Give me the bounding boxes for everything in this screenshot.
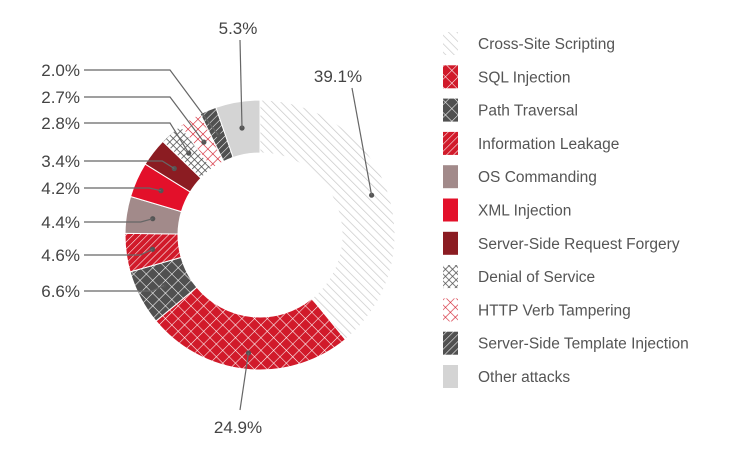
legend: Cross-Site Scripting SQL Injection Path Tr… xyxy=(443,32,689,388)
legend-swatch-xml-injection xyxy=(443,198,458,222)
percent-label-xml-injection: 4.2% xyxy=(41,179,80,198)
legend-swatch-denial-of-service xyxy=(443,265,458,289)
percent-label-http-verb-tampering: 2.7% xyxy=(41,88,80,107)
leader-line-denial-of-service xyxy=(84,122,190,154)
legend-swatch-os-commanding xyxy=(443,165,458,189)
legend-swatch-http-verb-tampering xyxy=(443,298,458,322)
legend-label-xml-injection: XML Injection xyxy=(478,203,571,220)
percent-label-information-leakage: 4.6% xyxy=(41,246,80,265)
leader-lines xyxy=(84,39,375,411)
legend-label-information-leakage: Information Leakage xyxy=(478,136,619,153)
slice-cross-site-scripting xyxy=(259,99,396,341)
leader-dot-other-attacks xyxy=(239,125,245,131)
legend-swatch-other-attacks xyxy=(443,365,458,388)
legend-swatch-information-leakage xyxy=(443,131,458,155)
legend-label-denial-of-service: Denial of Service xyxy=(478,269,595,286)
percent-label-os-commanding: 4.4% xyxy=(41,213,80,232)
percent-label-server-side-template-injection: 2.0% xyxy=(41,61,80,80)
leader-line-os-commanding xyxy=(84,218,153,223)
legend-swatch-server-side-request-forgery xyxy=(443,231,458,255)
legend-label-os-commanding: OS Commanding xyxy=(478,169,597,186)
legend-label-path-traversal: Path Traversal xyxy=(478,103,578,120)
legend-label-server-side-request-forgery: Server-Side Request Forgery xyxy=(478,236,680,253)
percent-label-other-attacks: 5.3% xyxy=(219,19,258,38)
leader-line-http-verb-tampering xyxy=(84,96,205,143)
leader-dot-information-leakage xyxy=(149,246,156,252)
percent-label-server-side-request-forgery: 3.4% xyxy=(41,152,80,171)
percent-label-denial-of-service: 2.8% xyxy=(41,114,80,133)
legend-swatch-sql-injection xyxy=(443,65,458,89)
leader-line-information-leakage xyxy=(84,248,153,256)
leader-line-server-side-request-forgery xyxy=(84,160,175,170)
legend-label-cross-site-scripting: Cross-Site Scripting xyxy=(478,36,615,53)
leader-line-xml-injection xyxy=(84,187,162,192)
donut-slices xyxy=(124,99,396,371)
legend-swatch-path-traversal xyxy=(443,98,458,122)
percent-labels: 39.1% 24.9% 6.6% 4.6% 4.4% 4.2% 3.4% 2.8% 2.7% 2.… xyxy=(41,19,362,437)
legend-label-other-attacks: Other attacks xyxy=(478,369,570,386)
leader-line-path-traversal xyxy=(84,284,165,292)
legend-label-server-side-template-injection: Server-Side Template Injection xyxy=(478,336,689,353)
leader-line-sql-injection xyxy=(239,352,250,411)
legend-swatch-server-side-template-injection xyxy=(443,331,458,355)
leader-line-server-side-template-injection xyxy=(84,69,219,136)
leader-line-other-attacks xyxy=(239,39,243,129)
percent-label-cross-site-scripting: 39.1% xyxy=(314,67,362,86)
slice-other-attacks xyxy=(215,99,261,159)
legend-label-http-verb-tampering: HTTP Verb Tampering xyxy=(478,302,631,319)
percent-label-path-traversal: 6.6% xyxy=(41,282,80,301)
legend-label-sql-injection: SQL Injection xyxy=(478,69,570,86)
legend-swatch-cross-site-scripting xyxy=(443,32,458,55)
leader-line-cross-site-scripting xyxy=(351,87,373,196)
percent-label-sql-injection: 24.9% xyxy=(214,418,262,437)
